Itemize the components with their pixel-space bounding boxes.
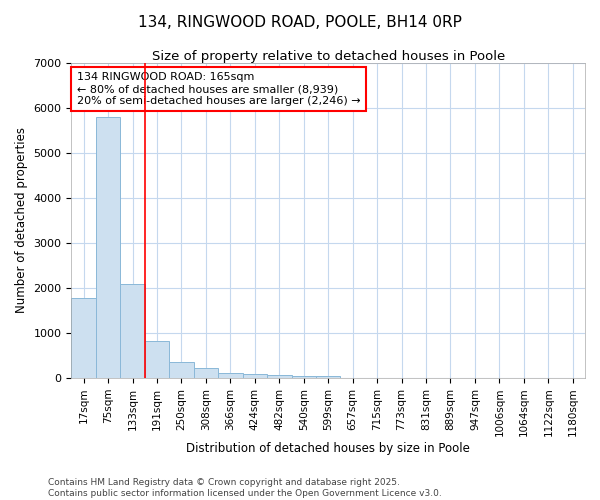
X-axis label: Distribution of detached houses by size in Poole: Distribution of detached houses by size … <box>186 442 470 455</box>
Bar <box>218 373 242 378</box>
Text: 134 RINGWOOD ROAD: 165sqm
← 80% of detached houses are smaller (8,939)
20% of se: 134 RINGWOOD ROAD: 165sqm ← 80% of detac… <box>77 72 360 106</box>
Bar <box>194 368 218 378</box>
Bar <box>292 376 316 378</box>
Bar <box>316 376 340 378</box>
Bar <box>267 376 292 378</box>
Bar <box>121 284 145 378</box>
Text: 134, RINGWOOD ROAD, POOLE, BH14 0RP: 134, RINGWOOD ROAD, POOLE, BH14 0RP <box>138 15 462 30</box>
Bar <box>242 374 267 378</box>
Bar <box>169 362 194 378</box>
Bar <box>96 117 121 378</box>
Y-axis label: Number of detached properties: Number of detached properties <box>15 128 28 314</box>
Bar <box>145 341 169 378</box>
Title: Size of property relative to detached houses in Poole: Size of property relative to detached ho… <box>152 50 505 63</box>
Bar <box>71 298 96 378</box>
Text: Contains HM Land Registry data © Crown copyright and database right 2025.
Contai: Contains HM Land Registry data © Crown c… <box>48 478 442 498</box>
